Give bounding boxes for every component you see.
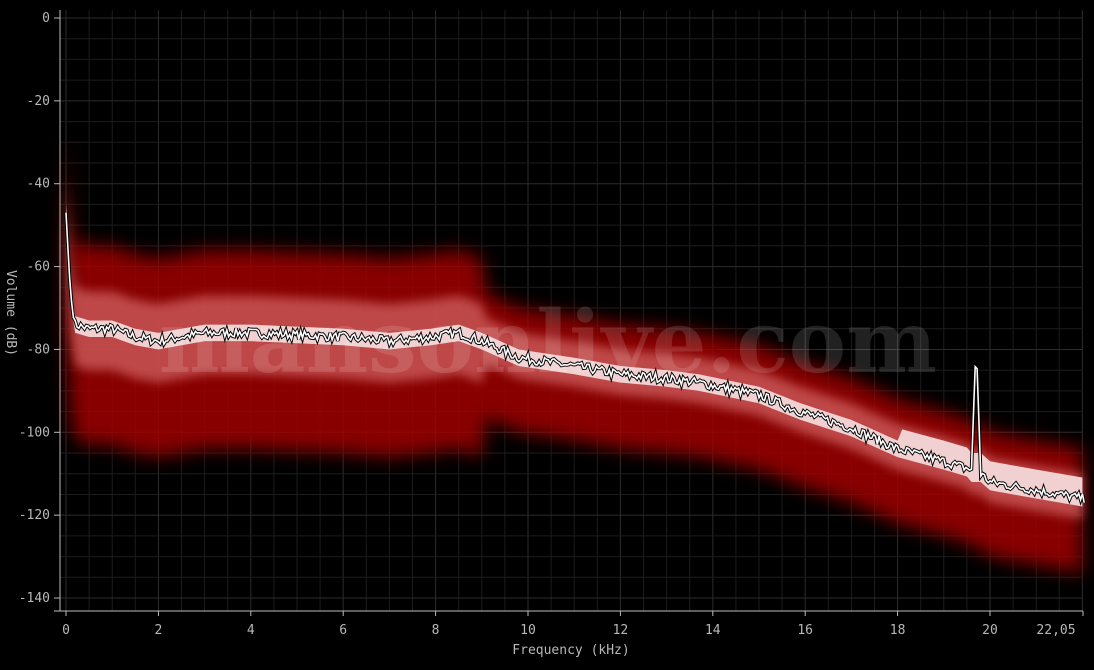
y-tick-label: -40 bbox=[27, 177, 50, 192]
inner-band bbox=[66, 175, 1083, 519]
x-tick-label: 10 bbox=[520, 623, 536, 638]
y-tick-label: -60 bbox=[27, 260, 50, 275]
y-tick-label: -140 bbox=[19, 591, 50, 606]
x-tick-label: 18 bbox=[890, 623, 906, 638]
x-tick-label: 2 bbox=[154, 623, 162, 638]
x-tick-labels: 0 2 4 6 8 10 12 14 16 18 20 22,05 bbox=[62, 611, 1084, 638]
y-tick-label: -100 bbox=[19, 425, 50, 440]
x-axis-label: Frequency (kHz) bbox=[512, 643, 629, 658]
x-tick-label: 8 bbox=[432, 623, 440, 638]
x-tick-label: 16 bbox=[797, 623, 813, 638]
y-tick-label: -80 bbox=[27, 342, 50, 357]
x-tick-label: 12 bbox=[613, 623, 629, 638]
y-tick-label: -120 bbox=[19, 508, 50, 523]
x-tick-label: 0 bbox=[62, 623, 70, 638]
y-tick-labels: 0 -20 -40 -60 -80 -100 -120 -140 bbox=[19, 11, 60, 606]
watermark: mansonlive.com bbox=[159, 292, 937, 393]
x-tick-label: 20 bbox=[982, 623, 998, 638]
x-tick-label: 22,05 bbox=[1036, 623, 1075, 638]
x-tick-label: 6 bbox=[339, 623, 347, 638]
y-tick-label: 0 bbox=[42, 11, 50, 26]
x-tick-label: 14 bbox=[705, 623, 721, 638]
series-line bbox=[65, 212, 1085, 503]
y-axis-label: Volume (dB) bbox=[3, 270, 18, 356]
axes bbox=[54, 10, 1083, 612]
x-tick-label: 4 bbox=[247, 623, 255, 638]
series-lines bbox=[64, 212, 1086, 507]
y-tick-label: -20 bbox=[27, 94, 50, 109]
